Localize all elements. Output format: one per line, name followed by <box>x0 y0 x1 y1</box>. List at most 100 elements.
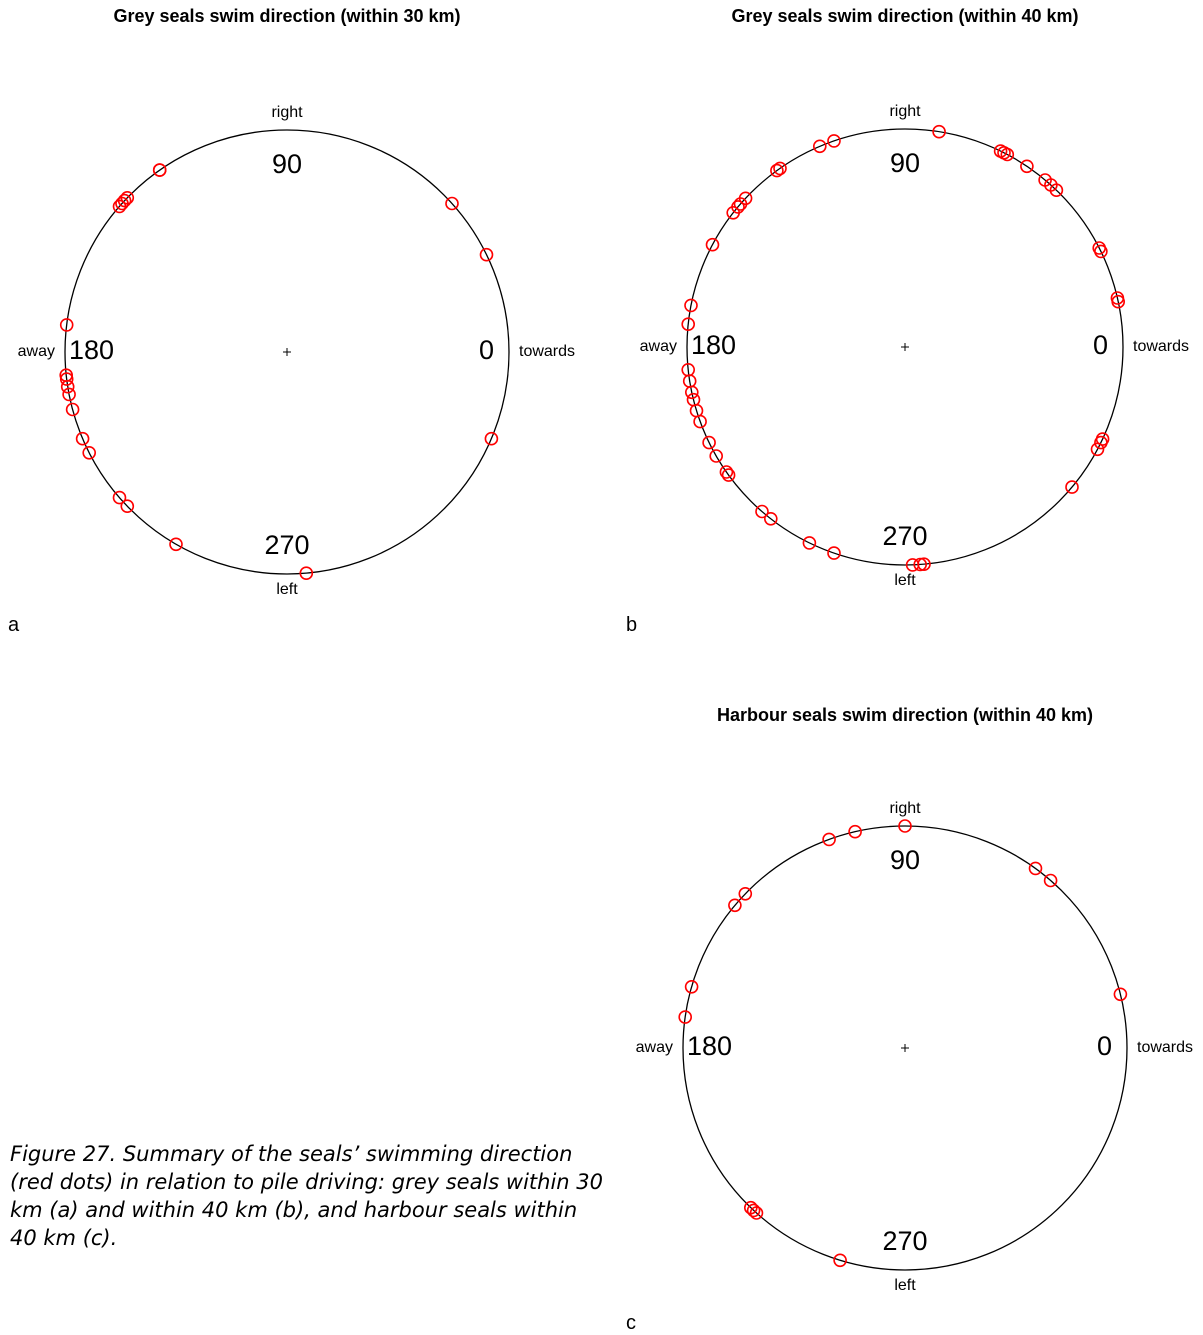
data-point <box>773 161 787 176</box>
data-point <box>827 546 841 560</box>
data-point <box>913 557 928 572</box>
data-point <box>802 536 817 550</box>
data-point <box>681 317 696 332</box>
data-point <box>1090 442 1105 457</box>
data-point <box>1113 987 1128 1002</box>
data-point <box>112 490 127 505</box>
angle-label-180: 180 <box>69 335 114 365</box>
circle-outline <box>64 129 510 575</box>
angle-label-90: 90 <box>890 845 920 875</box>
direction-label-right: right <box>889 800 921 817</box>
center-cross <box>901 343 909 351</box>
chart-title-b: Grey seals swim direction (within 40 km) <box>731 6 1079 26</box>
data-point <box>1043 873 1058 888</box>
direction-label-away: away <box>18 343 55 360</box>
data-point <box>115 196 129 211</box>
data-point <box>738 191 753 206</box>
data-point <box>743 1200 758 1215</box>
data-point <box>738 886 753 901</box>
direction-label-left: left <box>894 1277 916 1294</box>
data-point <box>152 163 167 177</box>
data-point <box>445 196 459 211</box>
data-point <box>833 1253 847 1268</box>
data-point <box>169 537 183 552</box>
angle-label-90: 90 <box>890 148 920 178</box>
data-point <box>299 566 314 581</box>
angle-label-270: 270 <box>264 530 309 560</box>
panel-label-a: a <box>8 614 20 636</box>
angle-label-270: 270 <box>882 521 927 551</box>
direction-label-right: right <box>271 104 303 121</box>
data-point <box>719 465 734 479</box>
data-point <box>746 1203 761 1218</box>
direction-label-left: left <box>276 581 298 598</box>
direction-label-towards: towards <box>1133 338 1189 355</box>
angle-label-0: 0 <box>479 335 494 365</box>
angle-label-0: 0 <box>1097 1031 1112 1061</box>
data-point <box>684 298 698 313</box>
angle-label-180: 180 <box>691 330 736 360</box>
data-point <box>1049 183 1064 197</box>
data-point <box>75 431 90 446</box>
data-point <box>120 499 135 514</box>
data-point <box>60 379 75 394</box>
data-point <box>59 372 74 386</box>
center-cross <box>901 1044 909 1052</box>
data-point <box>917 557 931 572</box>
angle-label-90: 90 <box>272 149 302 179</box>
panel-label-b: b <box>626 614 638 636</box>
data-point <box>731 200 745 214</box>
data-point <box>728 898 742 913</box>
polar-chart-b: 90 270 180 0 right left away towards <box>640 103 1189 589</box>
data-point <box>1094 244 1108 259</box>
center-cross <box>283 348 291 356</box>
data-point <box>932 124 946 139</box>
direction-label-left: left <box>894 572 916 589</box>
data-point <box>82 445 96 460</box>
direction-label-towards: towards <box>519 343 575 360</box>
data-point <box>1065 480 1079 494</box>
chart-title-c: Harbour seals swim direction (within 40 … <box>716 705 1094 725</box>
data-point <box>684 979 699 994</box>
data-point <box>848 824 862 839</box>
data-point <box>1111 294 1125 309</box>
polar-chart-a: 90 270 180 0 right left away towards <box>18 104 575 598</box>
angle-label-0: 0 <box>1093 330 1108 360</box>
data-point <box>770 163 784 178</box>
data-point <box>686 392 701 407</box>
data-point <box>709 449 724 463</box>
data-point <box>827 134 841 148</box>
data-point <box>705 237 720 252</box>
data-point <box>1094 435 1108 450</box>
direction-label-towards: towards <box>1137 1039 1193 1056</box>
data-point <box>112 199 127 214</box>
circle-outline <box>682 825 1128 1271</box>
angle-label-180: 180 <box>687 1031 732 1061</box>
panel-label-c: c <box>626 1312 636 1334</box>
data-point <box>479 247 494 262</box>
direction-label-away: away <box>636 1039 673 1056</box>
data-point <box>763 511 778 526</box>
data-point <box>62 387 76 402</box>
data-point <box>721 468 736 482</box>
direction-label-away: away <box>640 338 677 355</box>
data-point <box>484 431 499 446</box>
circle-outline <box>686 128 1124 566</box>
data-point <box>1028 861 1043 876</box>
angle-label-270: 270 <box>882 1226 927 1256</box>
data-point <box>681 362 696 377</box>
direction-label-right: right <box>889 103 921 120</box>
data-point <box>65 402 80 417</box>
data-point <box>59 318 74 332</box>
data-point <box>898 819 912 833</box>
data-point <box>702 435 716 450</box>
data-point <box>822 832 836 847</box>
data-point <box>678 1010 693 1024</box>
chart-title-a: Grey seals swim direction (within 30 km) <box>113 6 461 26</box>
figure-caption: Figure 27. Summary of the seals’ swimmin… <box>10 1142 604 1250</box>
data-point <box>812 139 827 154</box>
data-point <box>755 504 769 519</box>
data-point <box>1020 159 1034 174</box>
data-point <box>1000 147 1015 162</box>
